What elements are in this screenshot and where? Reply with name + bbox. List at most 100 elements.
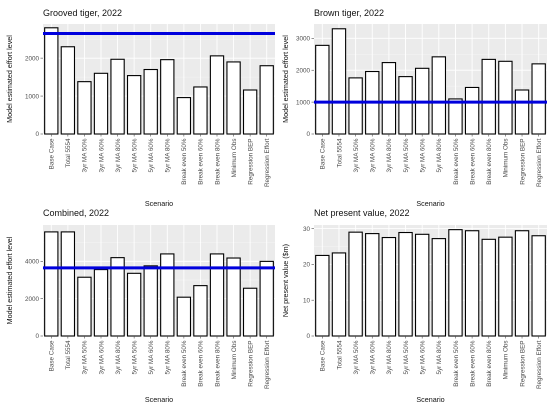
x-tick-label: Regression Effort	[536, 340, 543, 389]
x-axis-label: Scenario	[145, 199, 173, 208]
x-tick-label: Total 5554	[336, 138, 343, 168]
bar	[44, 231, 59, 337]
bar	[348, 77, 363, 135]
bar	[381, 236, 397, 337]
x-tick-label: Regression BEP	[247, 341, 254, 387]
x-tick-label: 3yr MA 80%	[115, 138, 122, 172]
x-tick-label: Break even 60%	[469, 340, 476, 387]
bar	[209, 55, 225, 135]
y-tick-label: 2000	[25, 55, 40, 62]
bar	[331, 28, 347, 135]
x-tick-label: Minimum Obs	[231, 139, 238, 178]
bar	[448, 229, 463, 337]
panel-title: Brown tiger, 2022	[314, 8, 384, 18]
y-axis-label: Net present value ($m)	[281, 244, 290, 317]
bar	[143, 68, 158, 135]
bar	[126, 272, 142, 337]
y-tick-label: 0	[306, 333, 310, 340]
y-tick-label: 10	[303, 297, 311, 304]
x-tick-label: 5yr MA 60%	[419, 340, 426, 374]
x-tick-label: Break even 50%	[181, 340, 188, 387]
x-tick-label: 3yr MA 50%	[353, 340, 360, 374]
x-tick-label: Break even 60%	[198, 138, 205, 185]
x-tick-label: Base Case	[49, 138, 56, 169]
x-tick-label: 3yr MA 60%	[370, 138, 377, 172]
y-tick-label: 2000	[25, 296, 40, 303]
bar	[414, 233, 430, 337]
bar	[176, 97, 192, 135]
x-tick-label: Break even 60%	[198, 340, 205, 387]
x-tick-label: Regression BEP	[519, 341, 526, 387]
x-tick-label: 5yr MA 60%	[419, 138, 426, 172]
y-axis-label: Model estimated effort level	[5, 236, 14, 324]
x-tick-label: Regression BEP	[519, 139, 526, 185]
bar	[44, 27, 59, 135]
x-tick-label: Break even 80%	[486, 138, 493, 185]
x-tick-label: 3yr MA 50%	[82, 340, 89, 374]
bar	[60, 231, 76, 337]
bar	[381, 62, 397, 135]
bar	[226, 257, 241, 337]
bar	[242, 287, 258, 337]
x-tick-label: Minimum Obs	[231, 341, 238, 380]
bar	[193, 86, 208, 135]
panel-3: 0 2000 4000 Base Case Total 5554 3yr MA 50% 3y…	[5, 208, 275, 404]
x-tick-label: 5yr MA 60%	[148, 340, 155, 374]
bar	[77, 276, 92, 337]
x-tick-label: Regression BEP	[247, 139, 254, 185]
x-tick-label: Total 5554	[336, 340, 343, 370]
x-tick-label: 5yr MA 50%	[131, 138, 138, 172]
bar	[242, 89, 258, 135]
x-tick-label: Total 5554	[65, 340, 72, 370]
x-tick-label: Regression Effort	[264, 340, 271, 389]
bar	[448, 98, 463, 135]
bar	[160, 59, 175, 135]
bar	[481, 58, 496, 135]
bar	[77, 81, 92, 135]
x-axis-label: Scenario	[145, 395, 173, 404]
bar	[93, 269, 109, 337]
y-axis-label: Model estimated effort level	[281, 35, 290, 123]
panel-1: 0 1000 2000 Base Case Total 5554 3yr MA 50% 3y…	[5, 8, 275, 208]
x-tick-label: 5yr MA 80%	[165, 340, 172, 374]
y-tick-label: 2000	[296, 67, 311, 74]
x-tick-label: Break even 80%	[214, 340, 221, 387]
x-tick-label: 3yr MA 80%	[115, 340, 122, 374]
x-tick-label: 5yr MA 50%	[131, 340, 138, 374]
y-tick-label: 1000	[25, 93, 40, 100]
x-tick-label: Base Case	[49, 340, 56, 371]
bar	[259, 65, 274, 135]
panel-4: 0 10 20 30 Base Case Total 5554 3yr MA 50% 3yr …	[281, 208, 547, 404]
x-tick-label: 5yr MA 50%	[403, 340, 410, 374]
bar	[209, 253, 225, 337]
panel-title: Grooved tiger, 2022	[43, 8, 122, 18]
x-tick-label: Break even 50%	[453, 340, 460, 387]
bar	[315, 44, 330, 135]
y-tick-label: 0	[306, 131, 310, 138]
bar	[531, 235, 546, 337]
bar	[498, 60, 513, 135]
bar	[160, 253, 175, 337]
bar	[498, 236, 513, 337]
x-tick-label: 3yr MA 60%	[370, 340, 377, 374]
bar	[93, 72, 109, 135]
bar	[193, 285, 208, 337]
x-tick-label: Minimum Obs	[503, 139, 510, 178]
x-tick-label: Break even 50%	[181, 138, 188, 185]
x-tick-label: 5yr MA 80%	[436, 340, 443, 374]
x-tick-label: 5yr MA 50%	[403, 138, 410, 172]
bar	[431, 238, 447, 337]
x-tick-label: Regression Effort	[264, 138, 271, 187]
bar	[331, 252, 347, 337]
bar	[431, 56, 447, 135]
y-tick-label: 30	[303, 226, 311, 233]
y-tick-label: 20	[303, 262, 311, 269]
x-tick-label: Minimum Obs	[503, 341, 510, 380]
panel-title: Combined, 2022	[43, 208, 109, 218]
bar	[60, 46, 76, 135]
x-tick-label: Break even 50%	[453, 138, 460, 185]
x-axis-label: Scenario	[416, 199, 444, 208]
x-tick-label: 3yr MA 80%	[386, 340, 393, 374]
x-tick-label: Base Case	[320, 138, 327, 169]
bar	[531, 63, 546, 135]
